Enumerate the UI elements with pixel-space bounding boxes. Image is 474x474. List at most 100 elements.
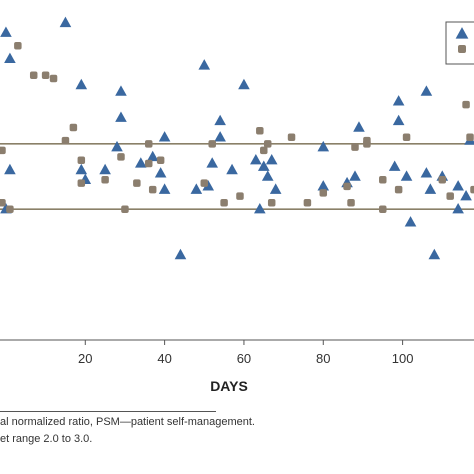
triangle-point bbox=[99, 163, 111, 175]
triangle-point bbox=[317, 180, 330, 191]
x-tick-label: 80 bbox=[316, 351, 330, 366]
footnote-rule bbox=[0, 411, 216, 412]
triangle-point bbox=[154, 167, 167, 178]
x-axis-ticks: 20 40 60 80 100 bbox=[78, 340, 413, 366]
triangle-point bbox=[190, 183, 203, 194]
circle-point bbox=[41, 71, 50, 79]
x-axis-title: DAYS bbox=[210, 378, 248, 394]
circle-point bbox=[14, 42, 22, 50]
triangle-point bbox=[4, 163, 16, 175]
circle-point bbox=[267, 198, 276, 207]
triangle-point bbox=[400, 170, 413, 181]
legend-circle-marker bbox=[458, 45, 466, 53]
triangle-point bbox=[250, 153, 262, 165]
circle-point bbox=[148, 185, 157, 194]
legend-box bbox=[445, 21, 474, 65]
circle-point bbox=[69, 123, 78, 132]
triangle-point bbox=[75, 163, 88, 175]
triangle-point bbox=[420, 167, 433, 178]
circle-point bbox=[101, 176, 109, 184]
triangle-point bbox=[317, 140, 330, 152]
circle-point bbox=[144, 159, 153, 168]
circle-point bbox=[61, 136, 70, 145]
circle-point bbox=[319, 189, 328, 197]
triangle-point bbox=[146, 150, 159, 162]
circle-point bbox=[121, 205, 129, 213]
triangle-point bbox=[4, 52, 16, 64]
x-tick-label: 20 bbox=[78, 351, 92, 366]
circle-point bbox=[379, 176, 387, 184]
triangle-point bbox=[135, 157, 147, 168]
triangle-point bbox=[59, 16, 72, 28]
triangle-point bbox=[115, 85, 127, 96]
circle-point bbox=[0, 198, 6, 207]
triangle-point bbox=[265, 153, 278, 165]
footnote-line-2: et range 2.0 to 3.0. bbox=[0, 433, 93, 445]
circle-point bbox=[351, 143, 359, 151]
triangle-point bbox=[202, 180, 215, 191]
footnote-line-1: al normalized ratio, PSM—patient self-ma… bbox=[0, 416, 255, 428]
triangle-point bbox=[452, 180, 464, 191]
triangle-point bbox=[424, 183, 437, 194]
x-tick-label: 40 bbox=[157, 351, 171, 366]
triangle-point bbox=[257, 160, 270, 171]
circle-point bbox=[77, 156, 86, 164]
circle-point bbox=[394, 185, 403, 194]
triangle-point bbox=[214, 131, 226, 142]
circle-point bbox=[260, 146, 268, 155]
circle-point bbox=[363, 136, 371, 145]
triangle-point bbox=[254, 203, 266, 214]
circle-point bbox=[29, 71, 38, 79]
circle-point bbox=[156, 156, 165, 164]
target-range-lines bbox=[0, 143, 474, 211]
triangle-point bbox=[75, 78, 88, 90]
circle-point bbox=[303, 198, 312, 207]
circle-point bbox=[438, 176, 447, 184]
triangle-point bbox=[392, 95, 405, 106]
x-tick-label: 100 bbox=[392, 351, 414, 366]
triangle-point bbox=[206, 157, 219, 168]
circle-point bbox=[0, 146, 6, 155]
triangle-point bbox=[349, 170, 361, 181]
legend-triangle-marker bbox=[455, 27, 469, 39]
circle-point bbox=[133, 179, 141, 187]
triangle-point bbox=[261, 170, 274, 181]
triangle-point bbox=[269, 183, 282, 194]
triangle-point bbox=[111, 140, 123, 152]
triangle-point bbox=[226, 163, 238, 175]
circle-point bbox=[256, 127, 264, 135]
x-tick-label: 60 bbox=[237, 351, 251, 366]
triangle-point bbox=[452, 203, 464, 214]
circle-point bbox=[77, 179, 86, 187]
circle-point bbox=[208, 140, 216, 148]
circle-point bbox=[466, 133, 474, 142]
circle-point bbox=[379, 205, 387, 213]
triangle-point bbox=[158, 183, 171, 194]
triangle-point bbox=[174, 248, 187, 260]
circle-point bbox=[6, 205, 14, 213]
triangle-point bbox=[238, 78, 250, 90]
circle-point bbox=[402, 133, 411, 142]
triangle-point bbox=[388, 160, 401, 171]
circle-point bbox=[263, 140, 272, 148]
legend bbox=[445, 21, 474, 65]
circle-point bbox=[462, 100, 470, 109]
circle-point bbox=[236, 192, 244, 200]
triangle-point bbox=[214, 114, 226, 126]
triangle-point bbox=[0, 26, 12, 37]
triangle-point bbox=[420, 85, 433, 96]
triangle-point bbox=[460, 189, 472, 201]
circle-point bbox=[220, 198, 228, 207]
circle-point bbox=[287, 133, 296, 142]
circle-point bbox=[347, 198, 355, 207]
circle-point bbox=[117, 153, 125, 161]
triangle-point bbox=[392, 114, 405, 126]
circle-point bbox=[470, 185, 474, 194]
data-markers bbox=[0, 16, 474, 260]
circle-point bbox=[343, 182, 351, 191]
circle-point bbox=[144, 140, 153, 148]
triangle-point bbox=[115, 111, 127, 122]
circle-point bbox=[446, 192, 454, 200]
triangle-point bbox=[158, 131, 171, 142]
